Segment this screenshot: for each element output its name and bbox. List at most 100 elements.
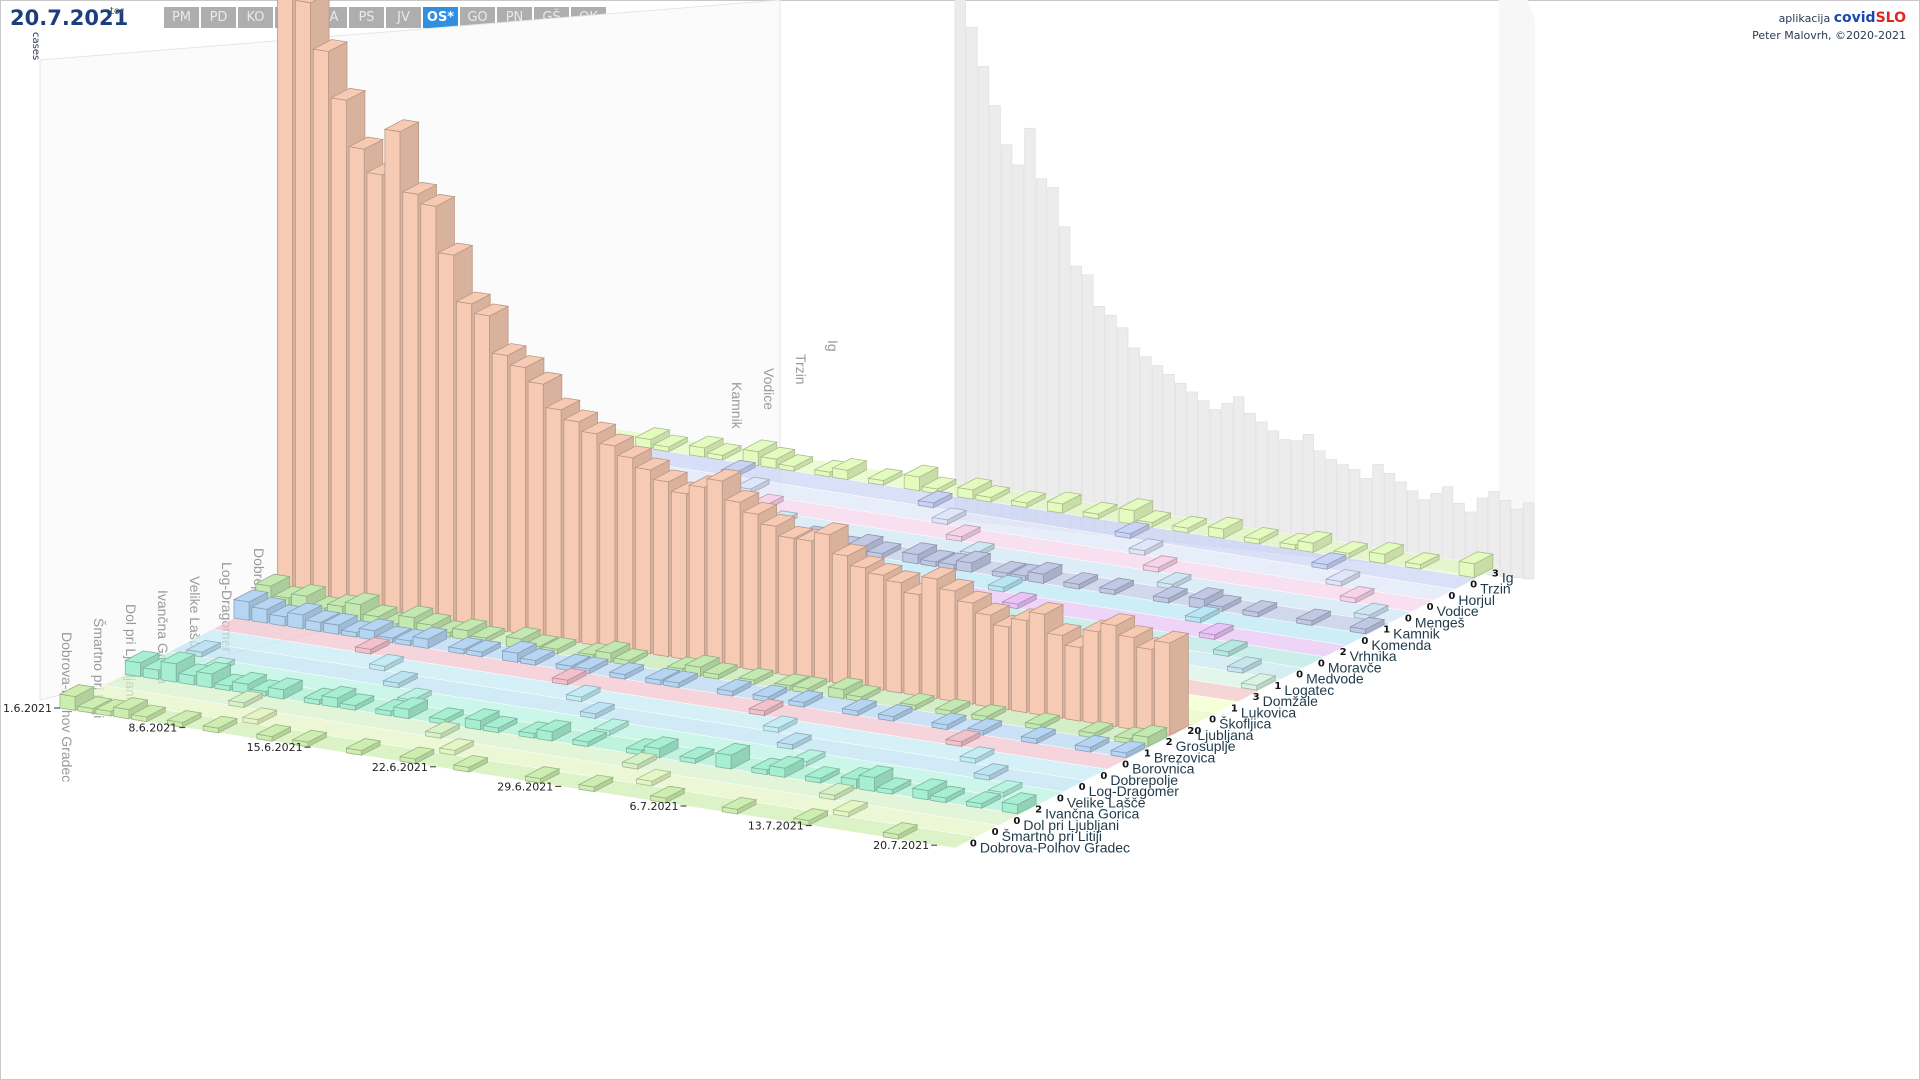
bar-3d <box>930 712 968 731</box>
bar-3d <box>593 718 630 737</box>
bar-3d <box>751 684 789 703</box>
region-button-5[interactable]: PS <box>349 7 384 28</box>
bar-3d <box>1127 538 1165 556</box>
back-bar <box>1093 306 1106 535</box>
municipality-label: Dobrepolje <box>1110 772 1178 788</box>
region-button-0[interactable]: PM <box>164 7 199 28</box>
bar-3d <box>1212 639 1249 658</box>
date-label: 29.6.2021 <box>497 780 553 793</box>
back-label: Trzin <box>793 354 809 385</box>
last-value: 0 <box>992 827 999 838</box>
bar-3d <box>1081 501 1119 520</box>
y-axis-label: cases <box>30 32 41 61</box>
bar-3d <box>1113 521 1151 540</box>
bar-3d <box>931 507 968 526</box>
bar-3d <box>920 476 958 495</box>
municipality-label: Komenda <box>1371 637 1431 653</box>
bars <box>58 0 1495 840</box>
app-prefix: aplikacija <box>1778 12 1831 25</box>
last-value: 3 <box>1253 692 1260 703</box>
bar-3d <box>579 701 616 720</box>
bar-3d <box>972 763 1010 781</box>
back-bar <box>1070 265 1082 533</box>
bar-3d <box>338 693 376 711</box>
bar-3d <box>841 698 878 717</box>
bar-3d <box>1024 712 1061 731</box>
bar-3d <box>1296 530 1333 554</box>
bar-3d <box>792 808 829 826</box>
bar-3d <box>166 710 203 728</box>
municipality-label: Vrhnika <box>1350 648 1397 664</box>
bar-3d <box>1310 552 1348 570</box>
last-value: 0 <box>1448 591 1455 602</box>
bar-3d <box>540 636 578 655</box>
bar-3d <box>519 648 556 666</box>
bar-3d <box>1152 586 1189 604</box>
bar-3d <box>882 822 919 840</box>
bar-3d <box>1207 516 1244 540</box>
app-brand-covid[interactable]: covid <box>1833 10 1876 26</box>
last-value: 2 <box>1166 737 1173 748</box>
back-bar <box>1035 178 1048 529</box>
bar-3d <box>1457 551 1495 579</box>
bar-3d <box>267 677 304 700</box>
last-value: 0 <box>1427 602 1434 613</box>
bar-3d <box>902 464 940 492</box>
app-brand-slo[interactable]: SLO <box>1875 10 1906 26</box>
municipality-label: Dol pri Ljubljani <box>1023 817 1119 833</box>
bar-3d <box>678 746 716 765</box>
bar-3d <box>875 777 913 795</box>
bar-3d <box>1109 740 1147 759</box>
bar-3d <box>291 729 328 748</box>
current-date: 20.7.2021 <box>10 6 129 30</box>
back-label: Ig <box>825 340 841 352</box>
region-button-6[interactable]: JV <box>386 7 421 28</box>
bar-3d <box>1352 602 1390 621</box>
region-button-2[interactable]: KO <box>238 7 273 28</box>
municipality-label: Log-Dragomer <box>1089 783 1180 799</box>
bar-3d <box>652 434 689 453</box>
last-value: 0 <box>970 838 977 849</box>
bar-3d <box>662 670 699 689</box>
last-value: 1 <box>1231 703 1238 714</box>
bar-3d <box>1046 491 1083 514</box>
bar-3d <box>424 721 461 739</box>
last-value: 0 <box>1057 793 1064 804</box>
bar-3d <box>398 746 436 765</box>
date-label: 20.7.2021 <box>873 839 929 852</box>
bar-3d <box>438 738 475 756</box>
bar-3d <box>428 707 465 725</box>
bar-3d <box>721 796 758 815</box>
last-value: 0 <box>1079 782 1086 793</box>
bar-3d <box>185 639 222 658</box>
region-button-1[interactable]: PD <box>201 7 236 28</box>
back-bar <box>966 26 978 522</box>
back-bar <box>1001 144 1013 526</box>
bar-3d <box>571 729 608 748</box>
bar-3d <box>1171 515 1208 534</box>
bar-3d <box>1020 726 1057 745</box>
back-label: Vodice <box>761 368 777 410</box>
municipality-label: Vodice <box>1437 603 1479 619</box>
app-credit: aplikacija covidSLO Peter Malovrh, ©2020… <box>1752 10 1906 44</box>
back-bar <box>977 66 990 523</box>
municipality-label: Moravče <box>1328 659 1382 675</box>
bar-3d <box>411 626 448 650</box>
municipality-label: Brezovica <box>1154 749 1216 765</box>
bar-3d <box>1026 561 1064 585</box>
bar-3d <box>787 690 824 708</box>
back-bar <box>1511 508 1523 578</box>
bar-3d <box>1324 569 1362 587</box>
bar-3d <box>382 670 419 689</box>
bar-3d <box>392 697 429 720</box>
municipality-label: Kamnik <box>1393 626 1441 642</box>
municipality-label: Lukovica <box>1241 704 1296 720</box>
region-button-7[interactable]: OS* <box>423 7 458 28</box>
bar-3d <box>1198 622 1235 641</box>
bar-3d <box>867 468 904 486</box>
region-button-8[interactable]: GO <box>460 7 495 28</box>
bar-3d <box>1156 571 1193 590</box>
bar-3d <box>706 442 743 461</box>
bar-3d <box>368 653 405 672</box>
